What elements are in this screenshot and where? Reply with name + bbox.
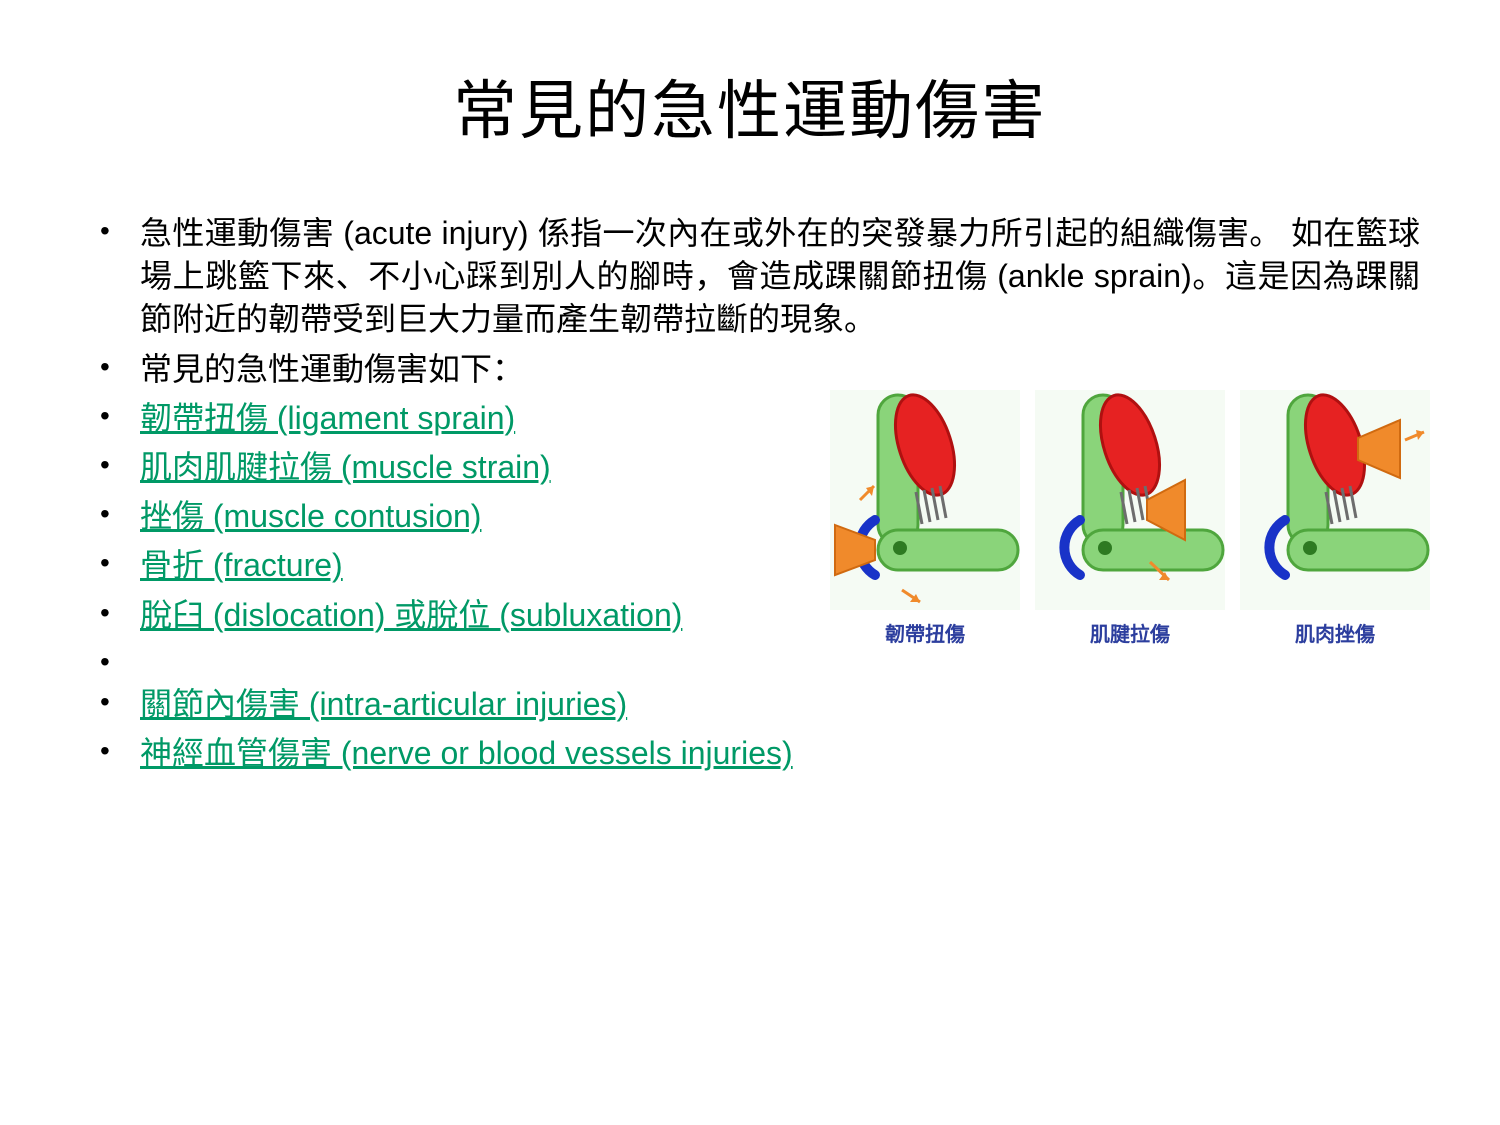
tendon-strain-icon: [1035, 390, 1225, 610]
link-intra-articular[interactable]: 關節內傷害 (intra-articular injuries): [140, 686, 627, 722]
link-dislocation[interactable]: 脫臼 (dislocation) 或脫位 (subluxation): [140, 597, 682, 633]
slide-title: 常見的急性運動傷害: [80, 60, 1420, 152]
intro-text: 急性運動傷害 (acute injury) 係指一次內在或外在的突發暴力所引起的…: [140, 212, 1420, 342]
slide: 常見的急性運動傷害 急性運動傷害 (acute injury) 係指一次內在或外…: [0, 0, 1500, 1125]
list-item: 神經血管傷害 (nerve or blood vessels injuries): [140, 732, 1420, 775]
empty-bullet-1: 常見的急性運動傷害如下：: [140, 348, 1420, 391]
diagram-caption-3: 肌肉挫傷: [1295, 618, 1375, 647]
diagram-ligament-sprain: 韌帶扭傷: [830, 390, 1020, 647]
link-ligament-sprain[interactable]: 韌帶扭傷 (ligament sprain): [140, 400, 515, 436]
muscle-contusion-icon: [1240, 390, 1430, 610]
empty-bullet-2: [140, 643, 1420, 677]
link-fracture[interactable]: 骨折 (fracture): [140, 547, 343, 583]
list-subheading: 常見的急性運動傷害如下：: [140, 348, 1420, 391]
ligament-sprain-icon: [830, 390, 1020, 610]
injury-diagram-row: 韌帶扭傷: [830, 390, 1430, 647]
link-muscle-strain[interactable]: 肌肉肌腱拉傷 (muscle strain): [140, 449, 551, 485]
diagram-tendon-strain: 肌腱拉傷: [1035, 390, 1225, 647]
list-item: 關節內傷害 (intra-articular injuries): [140, 683, 1420, 726]
diagram-caption-1: 韌帶扭傷: [885, 618, 965, 647]
diagram-muscle-contusion: 肌肉挫傷: [1240, 390, 1430, 647]
diagram-caption-2: 肌腱拉傷: [1090, 618, 1170, 647]
link-muscle-contusion[interactable]: 挫傷 (muscle contusion): [140, 498, 481, 534]
link-nerve-vessel[interactable]: 神經血管傷害 (nerve or blood vessels injuries): [140, 735, 793, 771]
